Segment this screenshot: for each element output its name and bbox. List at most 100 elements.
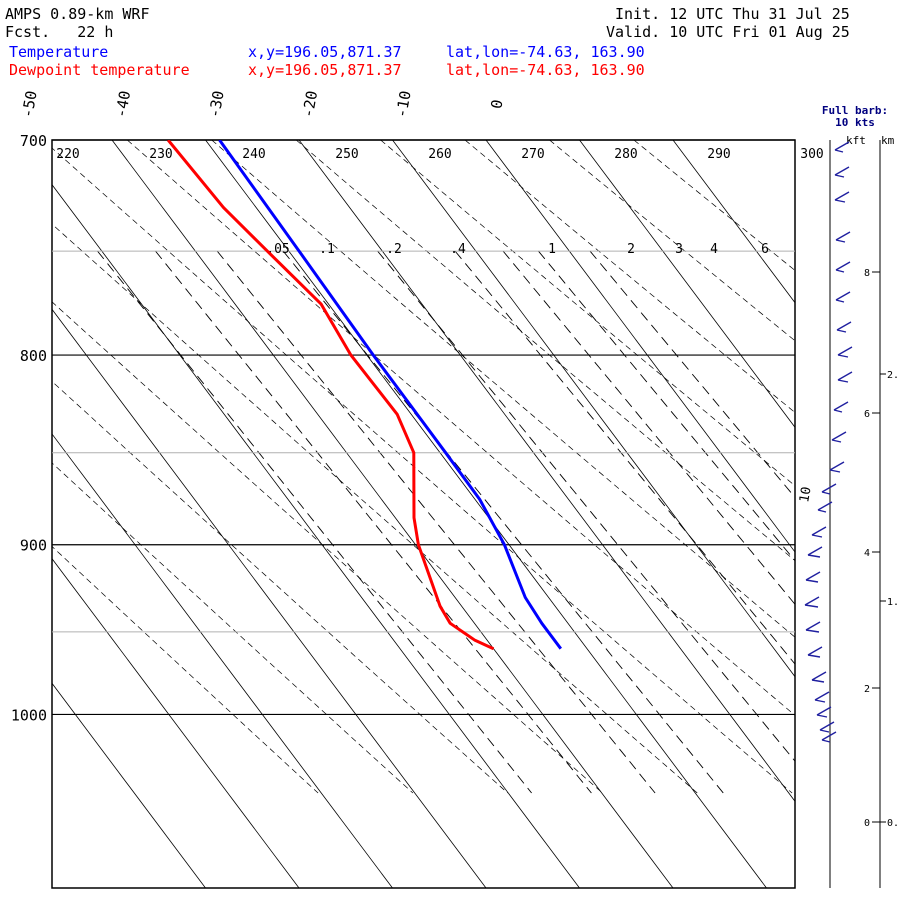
dry-adiabat-line <box>52 147 793 794</box>
valid-label: Valid. <box>606 23 661 41</box>
temperature-tick-label: -10 <box>392 89 414 119</box>
mixing-ratio-label: 3 <box>675 242 683 257</box>
model-title: AMPS 0.89-km WRF <box>5 5 150 23</box>
km-tick-label: 0. <box>887 818 899 829</box>
mixing-ratio-label: .1 <box>319 242 335 257</box>
dry-adiabat-line <box>127 140 795 716</box>
fcst-value: 22 h <box>77 23 114 41</box>
mixing-ratio-line <box>216 250 656 794</box>
isotherm-line <box>485 140 795 553</box>
isotherm-line <box>111 140 674 888</box>
legend-dewpoint-latlon: lat,lon=-74.63, 163.90 <box>446 61 645 79</box>
wind-panel: Full barb: 10 kts kft km 10 8 6 4 2 0 2. 1. 0. <box>797 104 899 888</box>
isentrope-label: 240 <box>242 147 265 162</box>
dry-adiabat-line <box>52 462 414 794</box>
mixing-ratio-line <box>377 250 795 762</box>
temperature-tick-label: -30 <box>205 89 227 119</box>
temperature-tick-label: 0 <box>487 98 506 110</box>
wind-barb <box>837 346 853 358</box>
wind-barb <box>804 596 820 608</box>
wind-speed-label: 10 <box>797 486 814 504</box>
wind-barb <box>833 401 849 413</box>
wind-barb <box>835 261 851 273</box>
kft-tick-label: 2 <box>864 684 870 695</box>
reference-labels: 7008009001000-70-60-50-40-30-20-10022023… <box>11 89 824 724</box>
fcst-label: Fcst. <box>5 23 51 41</box>
dewpoint-profile-line <box>166 140 495 651</box>
wind-barb <box>835 291 851 303</box>
isobars <box>52 139 795 716</box>
dry-adiabat-line <box>549 140 795 342</box>
wind-barb <box>836 321 852 333</box>
mixing-ratio-label: .2 <box>386 242 402 257</box>
mixing-ratio-label: 6 <box>761 242 769 257</box>
plot-frame <box>51 139 796 889</box>
km-tick-label: 2. <box>887 370 899 381</box>
kft-tick-label: 4 <box>864 548 870 559</box>
isentrope-label: 230 <box>149 147 172 162</box>
kft-tick-label: 6 <box>864 409 870 420</box>
isotherm-line <box>52 184 580 888</box>
barb-legend-title: Full barb: <box>822 104 888 117</box>
forecast-hour: Fcst. 22 h <box>5 23 113 41</box>
legend-temperature: Temperature <box>9 43 109 61</box>
init-label: Init. <box>615 5 661 23</box>
isotherm-line <box>672 140 795 304</box>
isotherm-line <box>52 558 300 888</box>
isotherm-line <box>392 140 795 678</box>
wind-barb <box>811 671 827 683</box>
mixing-ratio-label: 4 <box>710 242 718 257</box>
wind-barb <box>835 231 851 243</box>
isotherm-line <box>52 433 393 888</box>
wind-barb <box>834 141 850 153</box>
isentrope-label: 280 <box>614 147 637 162</box>
temperature-tick-label: -40 <box>112 89 134 119</box>
isentrope-label: 270 <box>521 147 544 162</box>
wind-barb <box>807 646 823 658</box>
isentrope-label: 260 <box>428 147 451 162</box>
kft-unit-label: kft <box>846 134 866 147</box>
init-time: Init. 12 UTC Thu 31 Jul 25 <box>615 5 850 23</box>
wind-barb <box>831 431 847 443</box>
pressure-tick-label: 900 <box>20 537 47 555</box>
isentrope-label: 220 <box>56 147 79 162</box>
init-value: 12 UTC Thu 31 Jul 25 <box>669 5 850 23</box>
dry-adiabat-line <box>52 380 508 794</box>
mixing-ratio-label: 1 <box>548 242 556 257</box>
isotherm-line <box>52 682 206 888</box>
wind-barb <box>811 526 827 538</box>
isotherm-line <box>52 308 487 888</box>
legend-dewpoint: Dewpoint temperature <box>9 61 190 79</box>
km-unit-label: km <box>881 134 895 147</box>
mixing-ratio-line <box>589 250 795 499</box>
mixing-ratio-label: .4 <box>450 242 466 257</box>
pressure-tick-label: 700 <box>20 132 47 150</box>
pressure-tick-label: 1000 <box>11 706 47 724</box>
mixing-ratio-label: 2 <box>627 242 635 257</box>
mixing-ratio-line <box>454 250 795 665</box>
dry-adiabat-line <box>52 301 603 794</box>
kft-tick-label: 8 <box>864 268 870 279</box>
isentrope-label: 300 <box>800 147 823 162</box>
dry-adiabat-line <box>211 140 795 638</box>
legend-dewpoint-xy: x,y=196.05,871.37 <box>248 61 402 79</box>
sounding-series <box>166 140 563 651</box>
wind-barb <box>834 166 850 178</box>
valid-value: 10 UTC Fri 01 Aug 25 <box>669 23 850 41</box>
wind-barb <box>829 461 845 473</box>
wind-barb <box>814 691 830 703</box>
wind-barb <box>807 546 823 558</box>
temperature-tick-label: -20 <box>299 89 321 119</box>
wind-barb <box>816 706 832 718</box>
mixing-ratio-line <box>502 250 795 606</box>
valid-time: Valid. 10 UTC Fri 01 Aug 25 <box>606 23 850 41</box>
wind-barb <box>819 721 835 733</box>
km-tick-label: 1. <box>887 597 899 608</box>
isotherm-line <box>579 140 795 428</box>
isentrope-label: 250 <box>335 147 358 162</box>
dry-adiabat-line <box>633 140 795 271</box>
barb-legend-speed: 10 kts <box>835 116 875 129</box>
pressure-tick-label: 800 <box>20 347 47 365</box>
dry-adiabat-line <box>380 140 795 487</box>
